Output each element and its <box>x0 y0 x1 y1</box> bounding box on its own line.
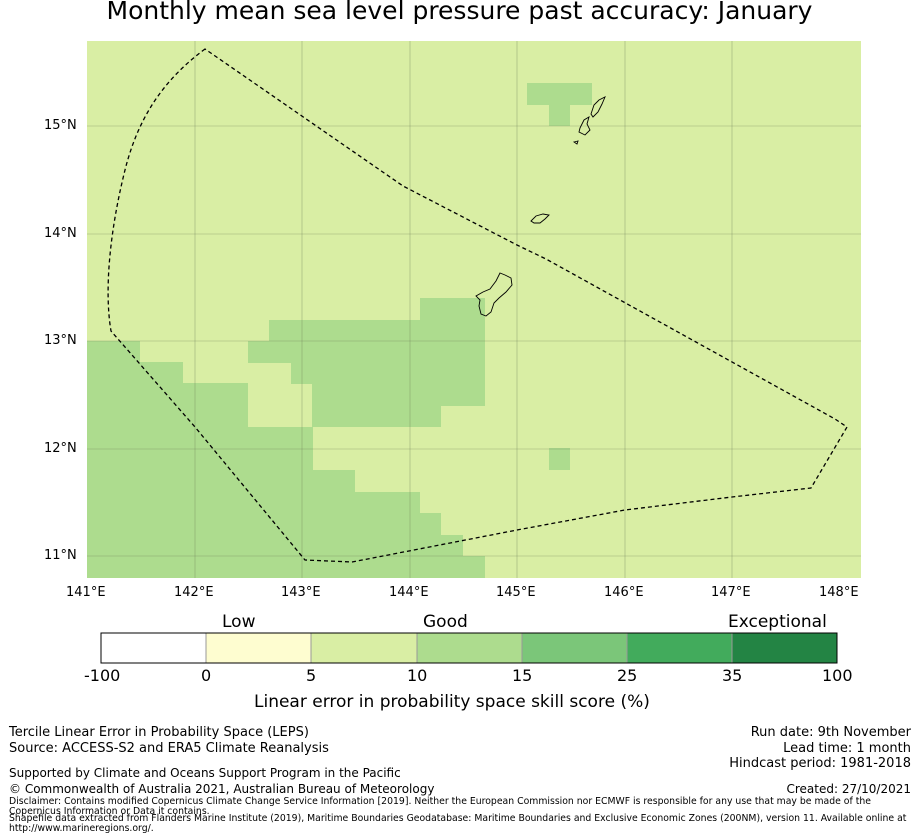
skill-patch <box>527 83 592 105</box>
lon-label: 143°E <box>281 585 321 600</box>
skill-patch <box>549 104 570 126</box>
colorbar-axis-title: Linear error in probability space skill … <box>254 692 650 712</box>
shapefile-text: Shapefile data extracted from Flanders M… <box>9 813 907 824</box>
skill-patch <box>420 298 485 321</box>
legend-category-exceptional: Exceptional <box>728 612 827 632</box>
skill-patches <box>87 83 592 578</box>
lon-label: 146°E <box>604 585 644 600</box>
source-text: Source: ACCESS-S2 and ERA5 Climate Reana… <box>9 741 329 756</box>
lon-label: 148°E <box>819 585 859 600</box>
colorbar-segment <box>101 633 206 663</box>
lead-time-text: Lead time: 1 month <box>783 741 911 756</box>
eez-boundary <box>107 48 848 563</box>
lon-label: 144°E <box>389 585 429 600</box>
lon-label: 142°E <box>174 585 214 600</box>
colorbar-tick-label: 35 <box>722 666 743 685</box>
method-text: Tercile Linear Error in Probability Spac… <box>9 725 309 740</box>
gridlines <box>87 41 861 578</box>
run-date-text: Run date: 9th November <box>750 725 911 740</box>
skill-patch <box>248 341 485 363</box>
support-text: Supported by Climate and Oceans Support … <box>9 766 401 780</box>
legend-category-good: Good <box>423 612 468 632</box>
colorbar-tick-label: 5 <box>306 666 317 685</box>
colorbar-segment <box>627 633 732 663</box>
lon-label: 147°E <box>711 585 751 600</box>
lat-label: 14°N <box>44 226 77 241</box>
legend-category-low: Low <box>222 612 256 632</box>
colorbar-tick-label: 15 <box>512 666 533 685</box>
island-aguijan <box>572 140 579 145</box>
colorbar-segment <box>311 633 417 663</box>
colorbar-segment <box>417 633 522 663</box>
colorbar-frame <box>100 632 838 664</box>
colorbar-tick-label: -100 <box>84 666 121 685</box>
lat-label: 15°N <box>44 118 77 133</box>
island-tinian <box>578 116 591 136</box>
islands <box>475 96 606 317</box>
colorbar-tick-label: 100 <box>822 666 853 685</box>
lon-label: 145°E <box>496 585 536 600</box>
skill-patch <box>291 362 485 384</box>
island-rota <box>530 213 550 224</box>
colorbar-tick-label: 0 <box>201 666 212 685</box>
chart-title: Monthly mean sea level pressure past acc… <box>106 0 813 25</box>
colorbar-segment <box>732 633 837 663</box>
lon-label: 141°E <box>66 585 106 600</box>
colorbar <box>100 632 838 664</box>
lat-label: 11°N <box>44 548 77 563</box>
lat-label: 13°N <box>44 333 77 348</box>
skill-patch <box>312 405 441 427</box>
hindcast-text: Hindcast period: 1981-2018 <box>729 756 911 771</box>
skill-patch <box>87 556 485 578</box>
copyright-text: © Commonwealth of Australia 2021, Austra… <box>9 782 435 796</box>
island-saipan <box>590 96 606 118</box>
skill-patch <box>549 448 570 470</box>
disclaimer-text: Disclaimer: Contains modified Copernicus… <box>9 796 871 807</box>
shapefile-link: http://www.marineregions.org/. <box>9 823 154 834</box>
lat-label: 12°N <box>44 441 77 456</box>
skill-patch <box>269 320 485 342</box>
created-date-text: Created: 27/10/2021 <box>786 782 911 796</box>
skill-patch <box>312 383 485 406</box>
island-guam <box>475 272 513 317</box>
colorbar-segment <box>522 633 627 663</box>
colorbar-tick-label: 10 <box>407 666 428 685</box>
colorbar-tick-label: 25 <box>617 666 638 685</box>
disclaimer-text: Copernicus Information or Data it contai… <box>9 806 210 817</box>
colorbar-segment <box>206 633 311 663</box>
